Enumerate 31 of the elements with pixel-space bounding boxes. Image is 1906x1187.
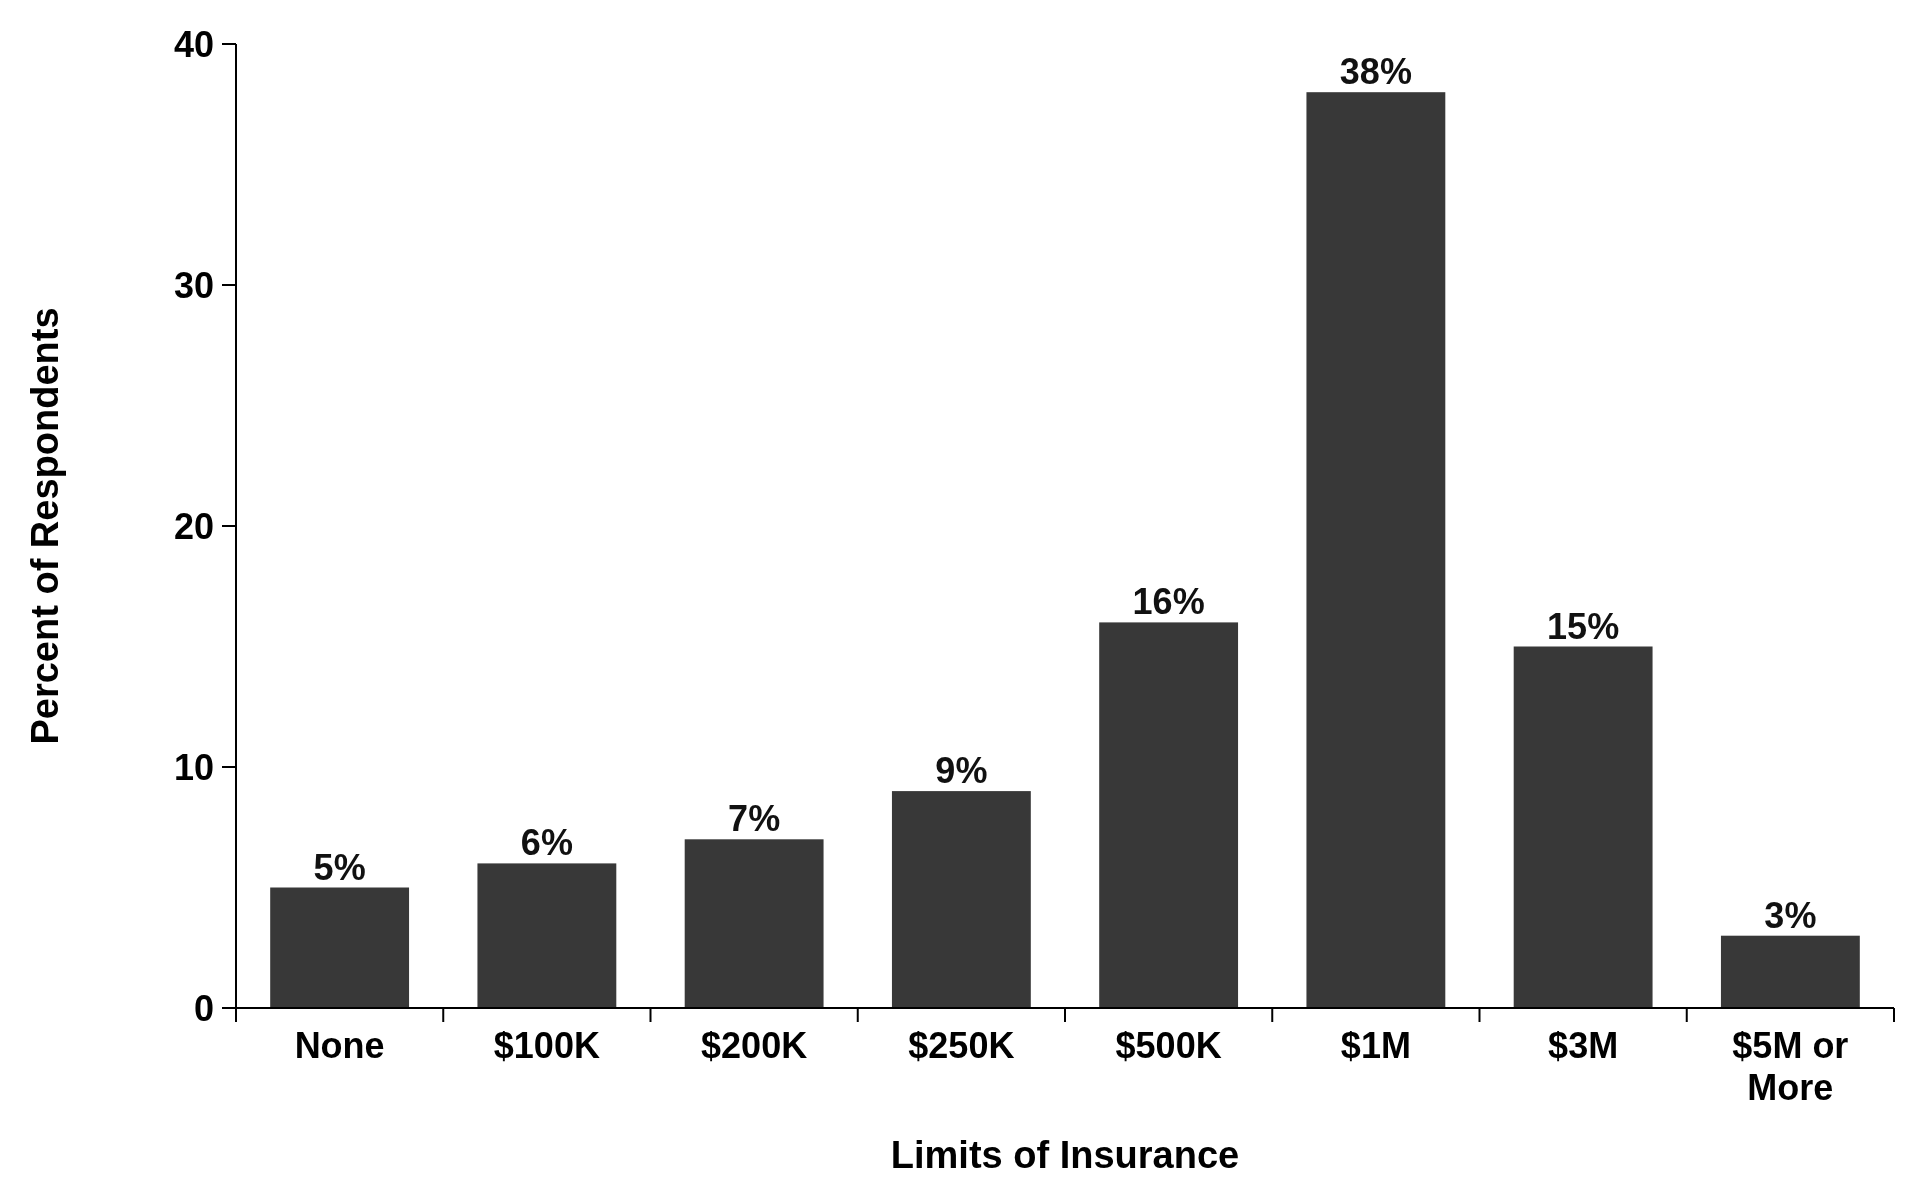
x-tick-label: $250K xyxy=(908,1025,1015,1066)
data-label: 16% xyxy=(1132,581,1205,623)
y-axis-title: Percent of Respondents xyxy=(24,307,66,745)
x-tick-label: None xyxy=(294,1025,385,1066)
bar xyxy=(684,839,824,1008)
data-label: 5% xyxy=(313,846,366,888)
x-tick-label: $5M or More xyxy=(1732,1025,1849,1108)
data-label: 7% xyxy=(728,798,781,840)
x-tick-label: $100K xyxy=(493,1025,600,1066)
bar xyxy=(270,887,410,1008)
data-label: 15% xyxy=(1547,605,1620,647)
bar xyxy=(1513,646,1653,1008)
data-label: 6% xyxy=(520,822,573,864)
bar xyxy=(891,791,1031,1008)
y-tick-label: 40 xyxy=(173,23,214,65)
y-tick-label: 20 xyxy=(173,505,214,547)
bar xyxy=(1099,622,1239,1008)
data-label: 38% xyxy=(1339,51,1412,93)
x-tick-label: $1M xyxy=(1340,1025,1411,1066)
x-tick-label: $500K xyxy=(1115,1025,1222,1066)
x-tick-label: $3M xyxy=(1548,1025,1619,1066)
bar xyxy=(1306,92,1446,1008)
y-tick-label: 30 xyxy=(173,264,214,306)
bar xyxy=(477,863,617,1008)
data-label: 3% xyxy=(1764,894,1817,936)
x-axis-title: Limits of Insurance xyxy=(890,1134,1240,1176)
y-tick-label: 0 xyxy=(193,987,214,1029)
x-tick-label: $200K xyxy=(701,1025,808,1066)
bar xyxy=(1720,935,1860,1008)
data-label: 9% xyxy=(935,750,988,792)
y-tick-label: 10 xyxy=(173,746,214,788)
